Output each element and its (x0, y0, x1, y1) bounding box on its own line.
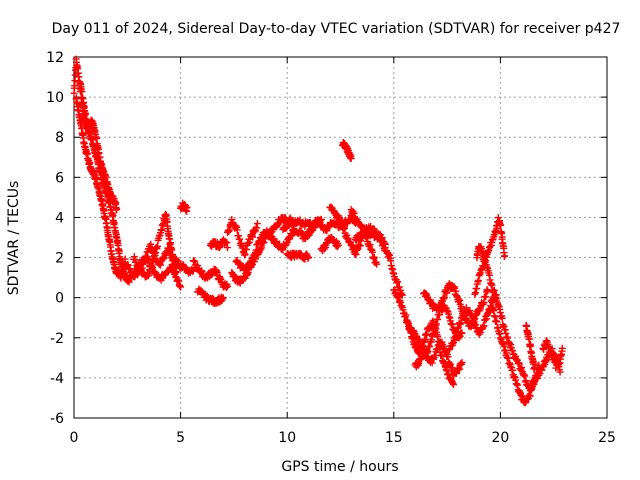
data-point (153, 242, 161, 250)
data-point (493, 318, 501, 326)
data-point (480, 322, 488, 330)
x-axis-label: GPS time / hours (281, 459, 398, 475)
data-markers (70, 55, 566, 407)
data-point (395, 283, 403, 291)
plot-frame (73, 56, 608, 419)
y-tick-label: 12 (46, 50, 64, 66)
data-point (317, 215, 325, 223)
data-point (501, 252, 509, 260)
x-tick-label: 10 (278, 430, 296, 446)
x-tick-label: 20 (491, 430, 509, 446)
data-point (556, 368, 564, 376)
data-point (423, 331, 431, 339)
data-point (497, 221, 505, 229)
data-point (177, 283, 185, 291)
y-tick-labels: -6 -4 -2 0 2 4 6 8 10 12 (46, 50, 64, 427)
y-tick-label: 0 (55, 291, 64, 307)
data-point (498, 314, 506, 322)
x-tick-label: 15 (385, 430, 403, 446)
data-point (334, 241, 342, 249)
data-point (78, 88, 86, 96)
data-point (219, 294, 227, 302)
chart-title: Day 011 of 2024, Sidereal Day-to-day VTE… (52, 21, 621, 37)
data-point (381, 240, 389, 248)
x-tick-label: 5 (176, 430, 185, 446)
data-point (558, 344, 566, 352)
y-axis-label: SDTVAR / TECUs (6, 181, 22, 296)
y-tick-label: 10 (46, 90, 64, 106)
data-point (393, 278, 401, 286)
data-point (224, 282, 232, 290)
data-point (113, 206, 121, 214)
y-tick-label: -2 (50, 331, 64, 347)
data-point (442, 347, 450, 355)
x-tick-labels: 0 5 10 15 20 25 (70, 430, 616, 446)
data-point (531, 363, 539, 371)
data-point (347, 154, 355, 162)
data-point (183, 203, 191, 211)
y-tick-label: 6 (55, 170, 64, 186)
x-tick-label: 25 (598, 430, 616, 446)
plot-border (73, 56, 608, 419)
grid-lines (74, 57, 607, 418)
data-point (224, 244, 232, 252)
data-point (189, 267, 197, 275)
data-point (172, 268, 180, 276)
data-point (449, 381, 457, 389)
data-point (521, 372, 529, 380)
y-tick-label: 8 (55, 130, 64, 146)
y-tick-label: -6 (50, 411, 64, 427)
y-tick-label: -4 (50, 371, 64, 387)
data-point (305, 253, 313, 261)
y-tick-label: 4 (55, 210, 64, 226)
y-tick-label: 2 (55, 251, 64, 267)
data-point (498, 233, 506, 241)
data-point (253, 220, 261, 228)
data-point (458, 358, 466, 366)
data-point (373, 260, 381, 268)
x-tick-label: 0 (70, 430, 79, 446)
